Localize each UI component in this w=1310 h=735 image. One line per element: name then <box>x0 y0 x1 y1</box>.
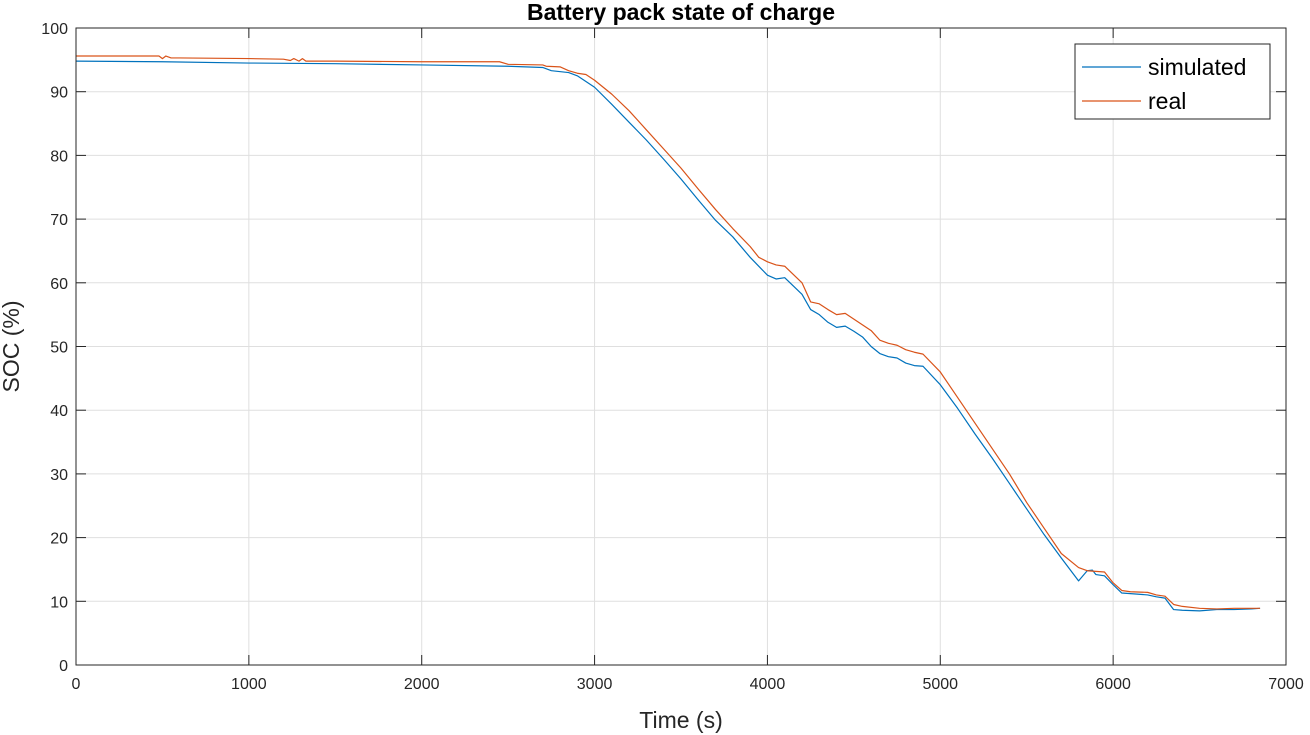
series-line-simulated <box>75 60 1261 612</box>
y-axis-label: SOC (%) <box>0 301 24 393</box>
legend-label-simulated: simulated <box>1148 54 1246 80</box>
x-tick-label: 1000 <box>231 676 267 693</box>
y-tick-label: 40 <box>50 403 68 420</box>
legend: simulated real <box>1074 43 1271 120</box>
y-tick-label: 0 <box>59 658 68 675</box>
x-tick-label: 5000 <box>922 676 958 693</box>
y-tick-label: 90 <box>50 85 68 102</box>
x-tick-label: 6000 <box>1095 676 1131 693</box>
x-tick-label: 4000 <box>750 676 786 693</box>
x-axis-label: Time (s) <box>639 707 722 733</box>
x-tick-label: 3000 <box>577 676 613 693</box>
y-tick-label: 70 <box>50 212 68 229</box>
y-tick-label: 60 <box>50 276 68 293</box>
y-tick-label: 10 <box>50 594 68 611</box>
series-line-real <box>76 55 1261 610</box>
ticks: 0 1000 2000 3000 4000 5000 6000 7000 0 10 20 30 40 50… <box>41 21 1304 693</box>
y-tick-label: 20 <box>50 531 68 548</box>
x-tick-label: 0 <box>72 676 81 693</box>
y-tick-label: 80 <box>50 148 68 165</box>
legend-box <box>1074 43 1271 120</box>
y-tick-label: 50 <box>50 340 68 357</box>
y-tick-label: 100 <box>41 21 68 38</box>
series-lines <box>75 55 1261 612</box>
chart-title: Battery pack state of charge <box>527 0 835 25</box>
y-tick-label: 30 <box>50 467 68 484</box>
legend-label-real: real <box>1148 88 1186 114</box>
x-tick-label: 2000 <box>404 676 440 693</box>
x-tick-label: 7000 <box>1268 676 1304 693</box>
